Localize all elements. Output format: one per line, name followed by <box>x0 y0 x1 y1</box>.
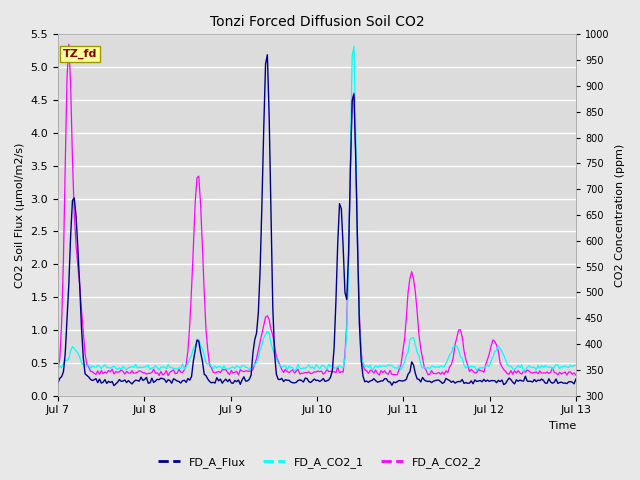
Text: Time: Time <box>548 421 576 431</box>
Y-axis label: CO2 Concentration (ppm): CO2 Concentration (ppm) <box>615 144 625 287</box>
Text: TZ_fd: TZ_fd <box>63 49 97 59</box>
Title: Tonzi Forced Diffusion Soil CO2: Tonzi Forced Diffusion Soil CO2 <box>210 15 424 29</box>
Legend: FD_A_Flux, FD_A_CO2_1, FD_A_CO2_2: FD_A_Flux, FD_A_CO2_1, FD_A_CO2_2 <box>154 452 486 472</box>
Y-axis label: CO2 Soil Flux (μmol/m2/s): CO2 Soil Flux (μmol/m2/s) <box>15 142 25 288</box>
